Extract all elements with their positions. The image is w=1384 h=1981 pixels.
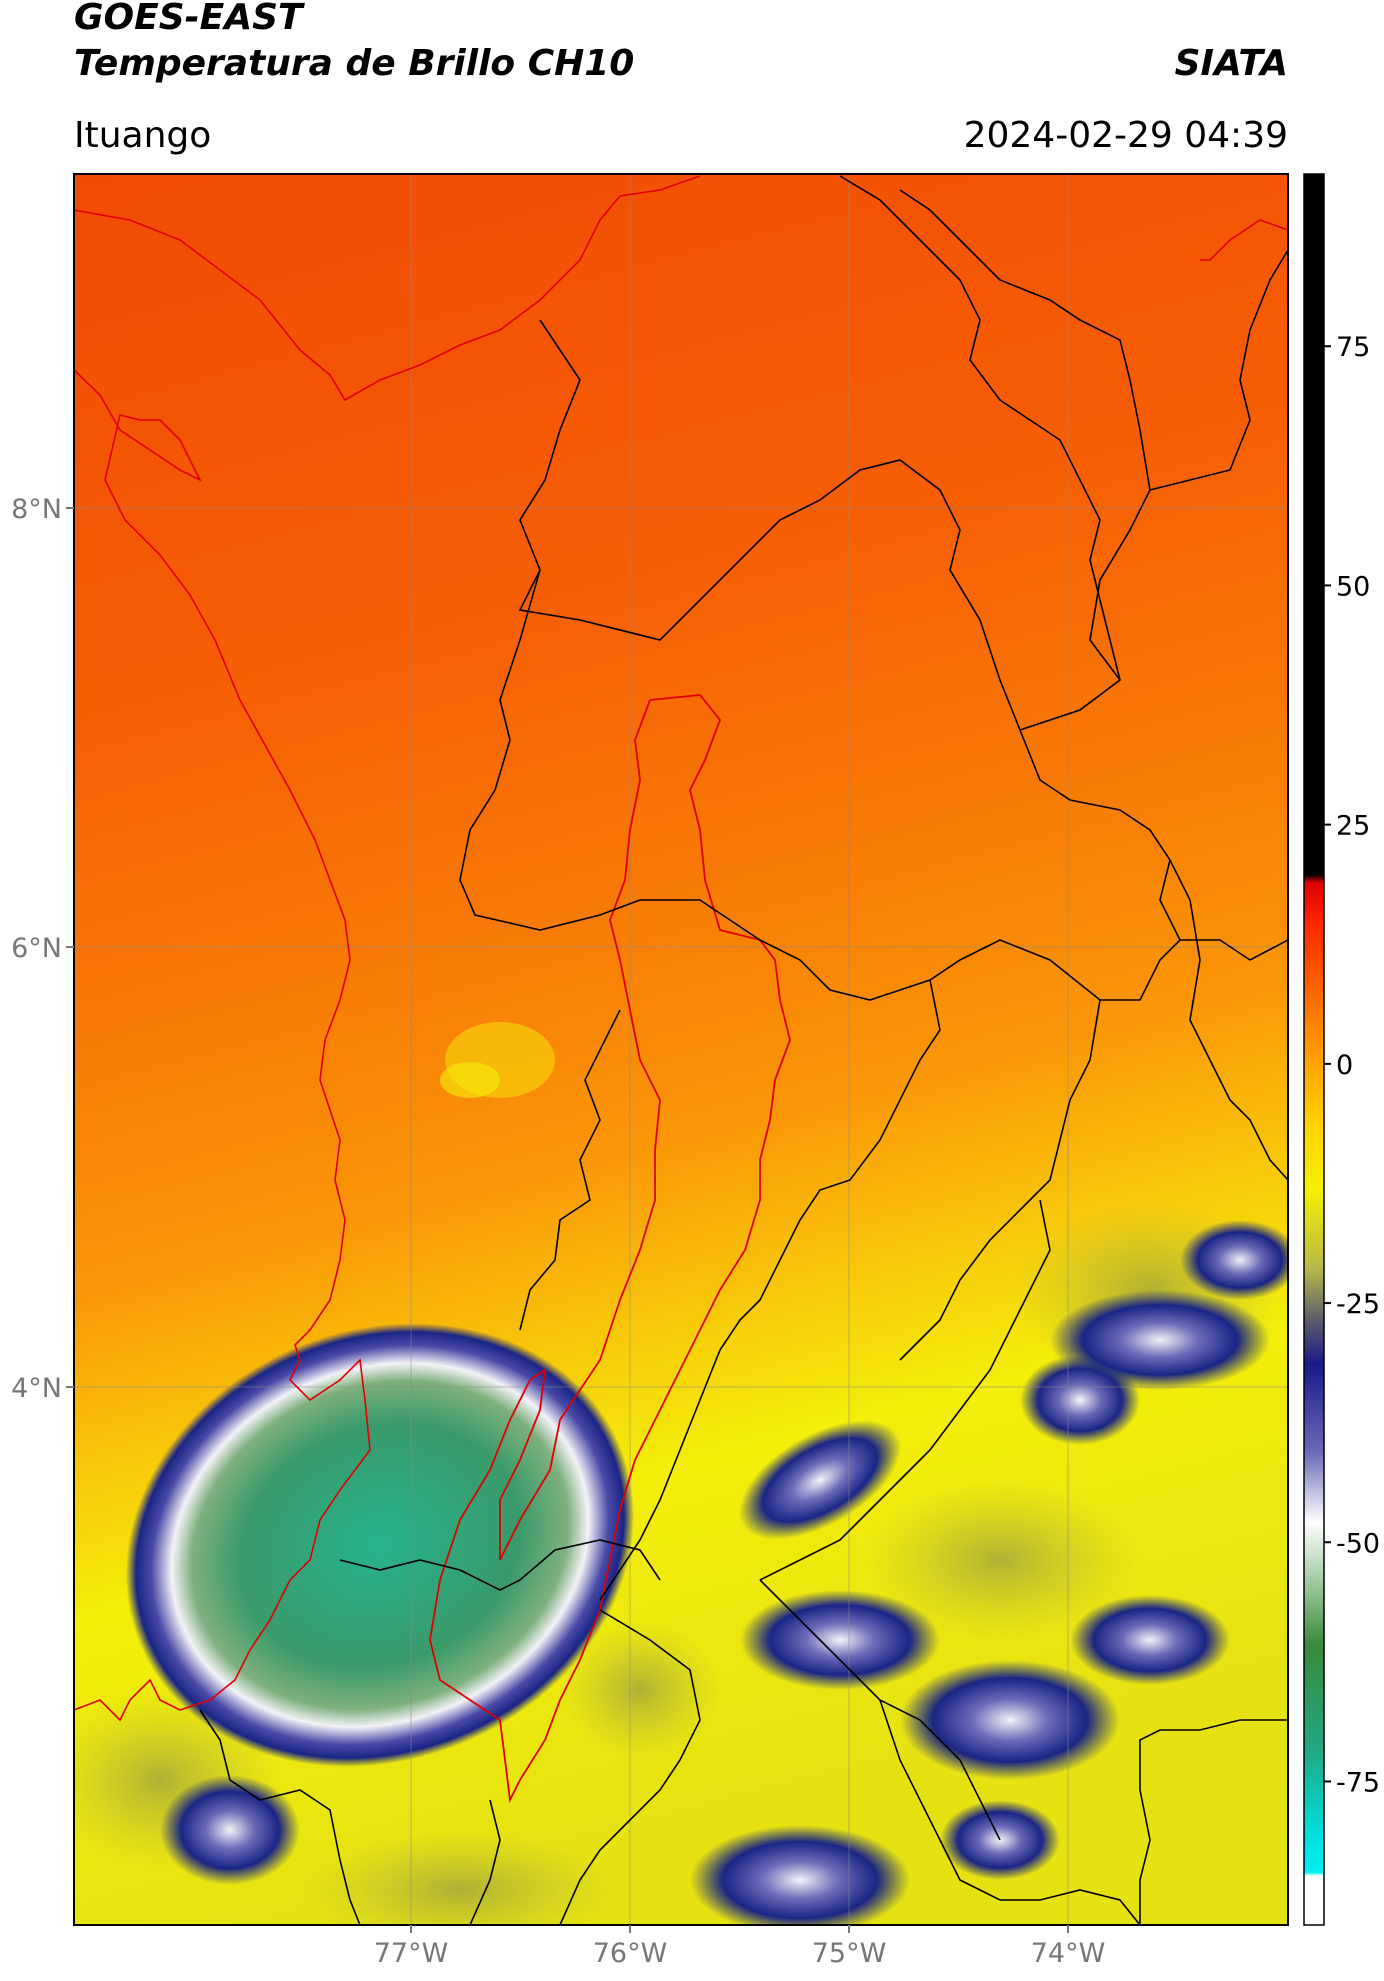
colorbar-frame bbox=[1303, 173, 1325, 1926]
lon-label: 77°W bbox=[374, 1938, 449, 1969]
satellite-title: GOES-EAST bbox=[74, 0, 303, 38]
org-label: SIATA bbox=[1174, 43, 1288, 84]
department-boundaries bbox=[199, 175, 1288, 1925]
longitude-labels: 77°W 76°W 75°W 74°W bbox=[374, 1925, 1106, 1969]
convective-cell bbox=[740, 1590, 940, 1690]
olive-patch bbox=[860, 1480, 1140, 1640]
lat-label: 6°N bbox=[11, 933, 62, 964]
colorbar-tick-label: -50 bbox=[1336, 1528, 1380, 1559]
convective-cell bbox=[160, 1775, 300, 1885]
colorbar-tick-label: -75 bbox=[1336, 1767, 1380, 1798]
colorbar-tick-label: 50 bbox=[1336, 571, 1370, 602]
datetime-label: 2024-02-29 04:39 bbox=[963, 115, 1288, 156]
colorbar-tick-label: -25 bbox=[1336, 1289, 1380, 1320]
colorbar: 75 50 25 0 -25 -50 -75 bbox=[1303, 173, 1380, 1926]
product-title: Temperatura de Brillo CH10 bbox=[74, 43, 635, 84]
convective-storm-core bbox=[125, 1323, 635, 1767]
coastline-northeast bbox=[1200, 219, 1288, 261]
convective-cell bbox=[1180, 1220, 1288, 1300]
convective-cell bbox=[738, 1420, 902, 1540]
lon-label: 75°W bbox=[812, 1938, 887, 1969]
olive-patch bbox=[300, 1830, 620, 1925]
warm-patch bbox=[440, 1062, 500, 1098]
coastline bbox=[74, 369, 371, 1722]
ituango-basin-outline bbox=[429, 694, 791, 1804]
lat-label: 8°N bbox=[11, 494, 62, 525]
lon-label: 76°W bbox=[593, 1938, 668, 1969]
olive-patch bbox=[560, 1620, 720, 1760]
convective-cell bbox=[1070, 1595, 1230, 1685]
lon-label: 74°W bbox=[1031, 1938, 1106, 1969]
graticule bbox=[74, 174, 1288, 1925]
convective-cell bbox=[1020, 1355, 1140, 1445]
map-panel bbox=[74, 174, 1288, 1925]
colorbar-tick-label: 0 bbox=[1336, 1050, 1353, 1081]
colorbar-tick-label: 75 bbox=[1336, 332, 1370, 363]
coastline-caribbean bbox=[74, 175, 701, 402]
latitude-labels: 8°N 6°N 4°N bbox=[11, 494, 74, 1404]
convective-cell bbox=[690, 1825, 910, 1925]
colorbar-gradient bbox=[1304, 174, 1324, 1925]
colorbar-tick-label: 25 bbox=[1336, 811, 1370, 842]
region-label: Ituango bbox=[74, 115, 212, 156]
map-frame bbox=[73, 173, 1289, 1926]
convective-cell bbox=[900, 1660, 1120, 1780]
lat-label: 4°N bbox=[11, 1373, 62, 1404]
